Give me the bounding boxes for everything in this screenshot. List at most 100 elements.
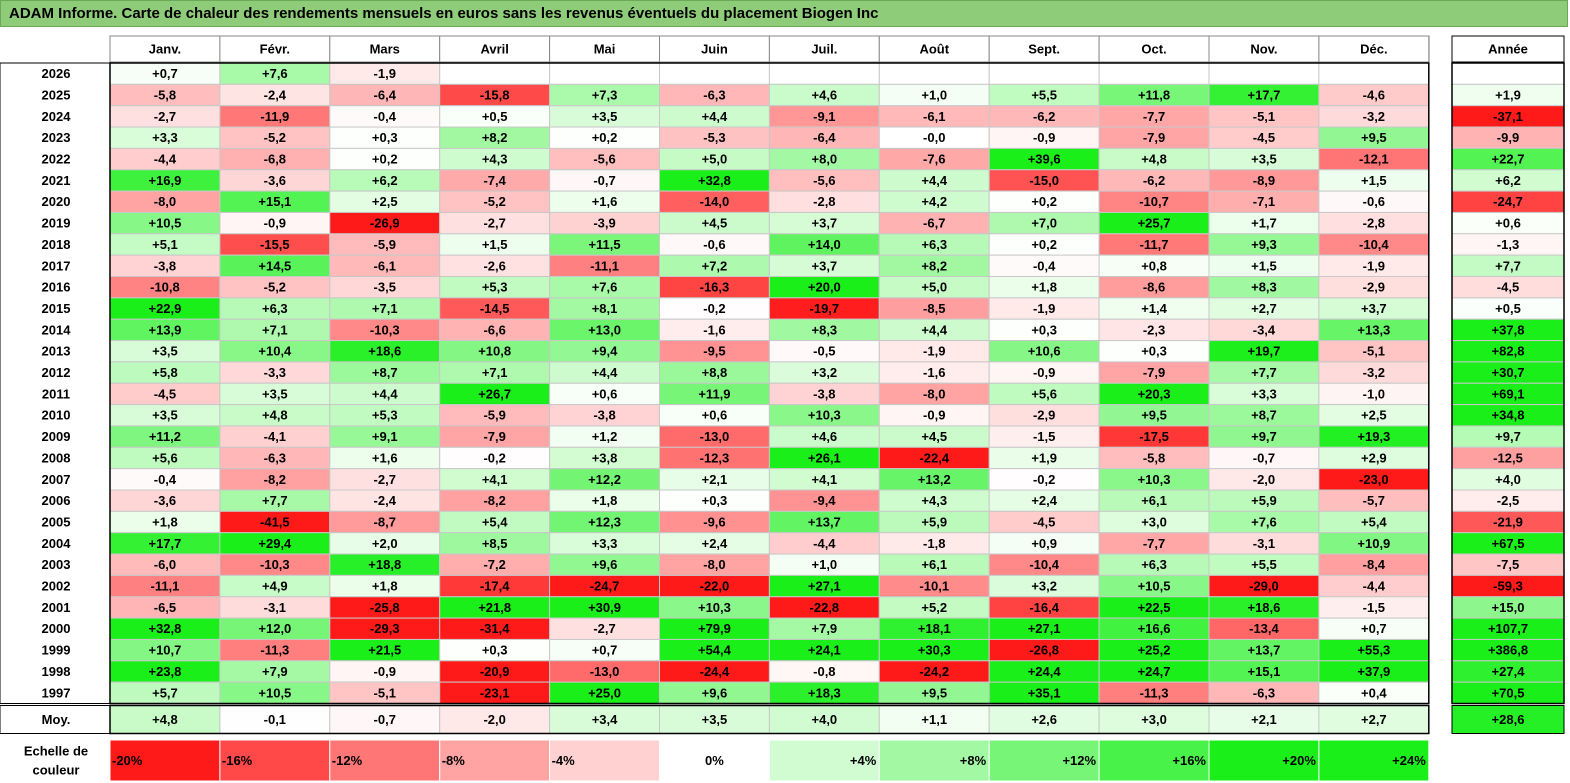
heatmap-cell-value: +17,7 xyxy=(1247,87,1280,102)
heatmap-cell-value: +10,7 xyxy=(148,643,181,658)
heatmap-cell-value: -26,9 xyxy=(370,216,400,231)
heatmap-cell xyxy=(878,62,990,85)
heatmap-cell-value: +5,7 xyxy=(152,685,178,700)
heatmap-cell-value: +0,9 xyxy=(1031,536,1057,551)
average-annual-value: +28,6 xyxy=(1492,712,1525,727)
heatmap-cell-value: +1,8 xyxy=(372,579,398,594)
heatmap-cell-value: +4,1 xyxy=(482,472,508,487)
heatmap-cell-value: +4,4 xyxy=(702,109,728,124)
heatmap-cell-value: +21,8 xyxy=(478,600,511,615)
heatmap-cell-value: +17,7 xyxy=(148,536,181,551)
heatmap-cell-value: +15,1 xyxy=(258,194,291,209)
heatmap-cell-value: +24,4 xyxy=(1028,664,1062,679)
heatmap-cell-value: +2,5 xyxy=(1361,408,1387,423)
heatmap-cell-value: -11,1 xyxy=(150,579,179,594)
heatmap-cell-value: -0,6 xyxy=(703,237,725,252)
average-cell-value: +2,7 xyxy=(1361,712,1387,727)
heatmap-cell-value: -0,0 xyxy=(923,130,945,145)
annual-cell-value: +82,8 xyxy=(1492,344,1525,359)
heatmap-cell-value: +3,7 xyxy=(1361,301,1387,316)
month-header-cell xyxy=(549,35,660,63)
heatmap-cell-value: +0,6 xyxy=(702,408,728,423)
heatmap-cell-value: -1,6 xyxy=(923,365,945,380)
row-year-label: 2024 xyxy=(42,109,72,124)
heatmap-cell-value: +25,7 xyxy=(1138,216,1171,231)
average-cell-value: +2,1 xyxy=(1251,712,1277,727)
heatmap-cell-value: +3,3 xyxy=(1251,386,1277,401)
heatmap-cell-value: +5,1 xyxy=(152,237,178,252)
heatmap-cell-value: +39,6 xyxy=(1028,152,1061,167)
heatmap-cell-value: -14,0 xyxy=(700,194,730,209)
heatmap-cell-value: +0,3 xyxy=(372,130,398,145)
average-cell-value: +3,5 xyxy=(702,712,728,727)
row-year-label: 2015 xyxy=(42,301,71,316)
heatmap-cell xyxy=(659,62,770,85)
heatmap-cell-value: +5,0 xyxy=(702,152,728,167)
heatmap-cell-value: +23,8 xyxy=(148,664,181,679)
month-header-label: Oct. xyxy=(1141,41,1166,56)
heatmap-cell-value: +3,8 xyxy=(592,450,618,465)
heatmap-cell-value: +10,9 xyxy=(1357,536,1390,551)
heatmap-cell-value: -2,7 xyxy=(593,621,615,636)
heatmap-cell-value: +3,2 xyxy=(812,365,838,380)
heatmap-cell-value: +6,1 xyxy=(1141,493,1167,508)
annual-cell-value: -1,3 xyxy=(1497,237,1519,252)
heatmap-cell-value: -15,5 xyxy=(260,237,290,252)
heatmap-cell-value: +25,0 xyxy=(588,685,621,700)
average-row-label: Moy. xyxy=(42,712,71,727)
heatmap-cell-value: -0,7 xyxy=(593,173,615,188)
heatmap-cell-value: +2,1 xyxy=(702,472,728,487)
average-cell-value: -0,1 xyxy=(264,712,286,727)
heatmap-cell-value: -3,8 xyxy=(593,408,615,423)
heatmap-cell-value: -7,2 xyxy=(483,557,505,572)
annual-cell-value: -37,1 xyxy=(1493,109,1523,124)
heatmap-cell-value: +27,1 xyxy=(1028,621,1061,636)
heatmap-cell-value: +11,2 xyxy=(149,429,181,444)
heatmap-cell-value: -5,8 xyxy=(154,87,176,102)
heatmap-cell-value: +0,8 xyxy=(1141,258,1167,273)
heatmap-cell-value: +10,3 xyxy=(698,600,731,615)
heatmap-cell-value: +9,5 xyxy=(1361,130,1387,145)
annual-cell-value: +9,7 xyxy=(1495,429,1521,444)
heatmap-cell-value: -7,9 xyxy=(483,429,505,444)
heatmap-cell-value: -10,1 xyxy=(919,579,949,594)
heatmap-cell-value: +7,6 xyxy=(592,280,618,295)
heatmap-cell-value: +6,3 xyxy=(921,237,947,252)
heatmap-cell-value: +15,1 xyxy=(1247,664,1280,679)
heatmap-cell-value: +7,9 xyxy=(262,664,288,679)
heatmap-cell-value: -23,0 xyxy=(1359,472,1389,487)
heatmap-cell-value: -6,1 xyxy=(374,258,396,273)
annual-cell-value: +386,8 xyxy=(1488,643,1528,658)
heatmap-cell-value: +3,0 xyxy=(1141,514,1167,529)
heatmap-cell-value: -3,2 xyxy=(1363,365,1385,380)
heatmap-cell-value: -3,8 xyxy=(154,258,176,273)
heatmap-cell-value: +13,2 xyxy=(918,472,951,487)
color-scale-stop-label: +4% xyxy=(850,753,877,768)
color-scale-swatch xyxy=(329,739,441,782)
color-scale-stop-label: 0% xyxy=(705,753,724,768)
month-header-label: Août xyxy=(919,41,949,56)
heatmap-cell-value: +4,1 xyxy=(812,472,838,487)
heatmap-cell-value: -8,2 xyxy=(264,472,286,487)
heatmap-cell-value: -1,9 xyxy=(923,344,945,359)
heatmap-cell-value: -2,7 xyxy=(374,472,396,487)
average-cell xyxy=(329,705,441,734)
heatmap-cell-value: +10,5 xyxy=(148,216,181,231)
row-year-label: 2001 xyxy=(42,600,71,615)
heatmap-cell-value: -3,1 xyxy=(1253,536,1275,551)
heatmap-cell-value: -14,5 xyxy=(480,301,510,316)
heatmap-cell-value: +1,6 xyxy=(372,450,398,465)
heatmap-cell-value: +32,8 xyxy=(698,173,731,188)
heatmap-cell-value: -5,1 xyxy=(374,685,396,700)
heatmap-cell-value: +2,9 xyxy=(1361,450,1387,465)
annual-cell-value: +67,5 xyxy=(1492,536,1525,551)
month-header-cell xyxy=(988,35,1100,63)
annual-header-label: Année xyxy=(1488,41,1528,56)
heatmap-cell-value: +1,4 xyxy=(1141,301,1167,316)
heatmap-cell-value: -4,4 xyxy=(813,536,836,551)
heatmap-cell-value: +0,3 xyxy=(1031,322,1057,337)
heatmap-cell-value: -2,8 xyxy=(813,194,835,209)
heatmap-cell-value: -4,1 xyxy=(264,429,286,444)
heatmap-cell-value: +12,2 xyxy=(588,472,621,487)
heatmap-cell-value: -0,9 xyxy=(374,664,396,679)
